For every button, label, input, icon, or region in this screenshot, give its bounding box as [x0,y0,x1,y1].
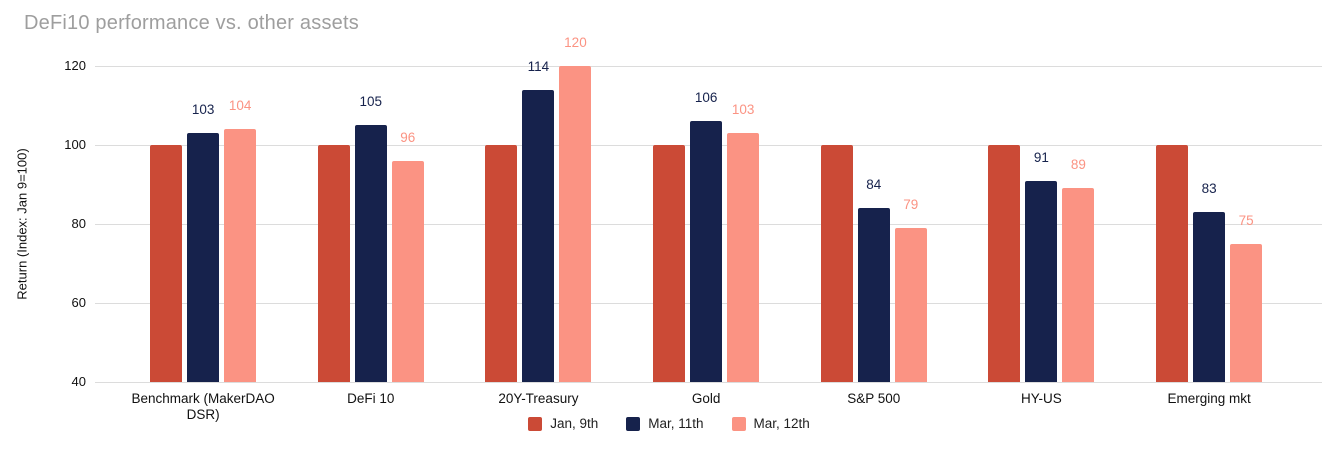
bar-value-label: 103 [731,102,755,118]
bar-mar-11th [1025,180,1058,382]
bar-jan-9th [150,145,183,382]
bar-value-label: 103 [191,102,215,118]
y-tick-label: 40 [71,374,86,389]
bar-value-label: 91 [1033,149,1049,165]
bar-value-label: 75 [1238,212,1254,228]
gridline-40 [95,381,1322,383]
category-label: Benchmark (MakerDAO DSR) [131,391,275,422]
bar-mar-11th [354,125,387,382]
bar-value-label: 114 [527,58,550,74]
y-tick-label: 120 [64,58,86,73]
bar-value-label: 79 [903,196,919,212]
bar-value-label: 106 [694,90,718,106]
bar-value-label: 105 [359,94,383,110]
category-label: Gold [691,391,721,406]
legend-swatch-icon [731,416,746,431]
bar-jan-9th [653,145,686,382]
bar-jan-9th [317,145,350,382]
bar-jan-9th [988,145,1021,382]
legend-item-mar-12th: Mar, 12th [731,416,810,431]
legend: Jan, 9th Mar, 11th Mar, 12th [0,416,1338,431]
bar-jan-9th [820,145,853,382]
bar-mar-12th [1230,243,1263,382]
chart-title: DeFi10 performance vs. other assets [24,12,359,34]
legend-label: Mar, 11th [648,416,704,431]
bar-value-label: 120 [564,35,587,50]
legend-item-mar-11th: Mar, 11th [626,416,704,431]
bar-mar-12th [727,133,760,382]
gridline-120 [95,65,1322,67]
category-label: S&P 500 [847,391,901,406]
bar-value-label: 84 [866,177,882,193]
bar-mar-11th [522,89,555,382]
y-tick-label: 100 [64,137,86,152]
bar-jan-9th [1156,145,1189,382]
bar-value-label: 96 [400,129,416,145]
bar-mar-11th [857,208,890,382]
bar-value-label: 83 [1201,181,1217,197]
legend-label: Mar, 12th [753,416,810,431]
legend-item-jan-9th: Jan, 9th [528,416,598,431]
legend-label: Jan, 9th [550,416,599,431]
bar-jan-9th [485,145,518,382]
category-label: DeFi 10 [347,391,395,406]
bar-mar-12th [894,227,927,382]
bar-mar-12th [391,160,424,382]
category-label: HY-US [1021,391,1062,406]
bar-mar-12th [1062,188,1095,382]
y-tick-label: 80 [71,216,86,231]
bar-value-label: 104 [228,98,252,114]
bar-mar-11th [187,133,220,382]
category-label: Emerging mkt [1167,391,1251,406]
legend-swatch-icon [626,416,641,431]
bar-mar-11th [690,121,723,382]
y-tick-label: 60 [71,295,86,310]
bar-mar-11th [1193,212,1226,382]
category-label: 20Y-Treasury [498,391,579,406]
bar-mar-12th [224,129,257,382]
bar-value-label: 89 [1070,157,1086,173]
bar-mar-12th [559,66,592,382]
legend-swatch-icon [528,416,543,431]
